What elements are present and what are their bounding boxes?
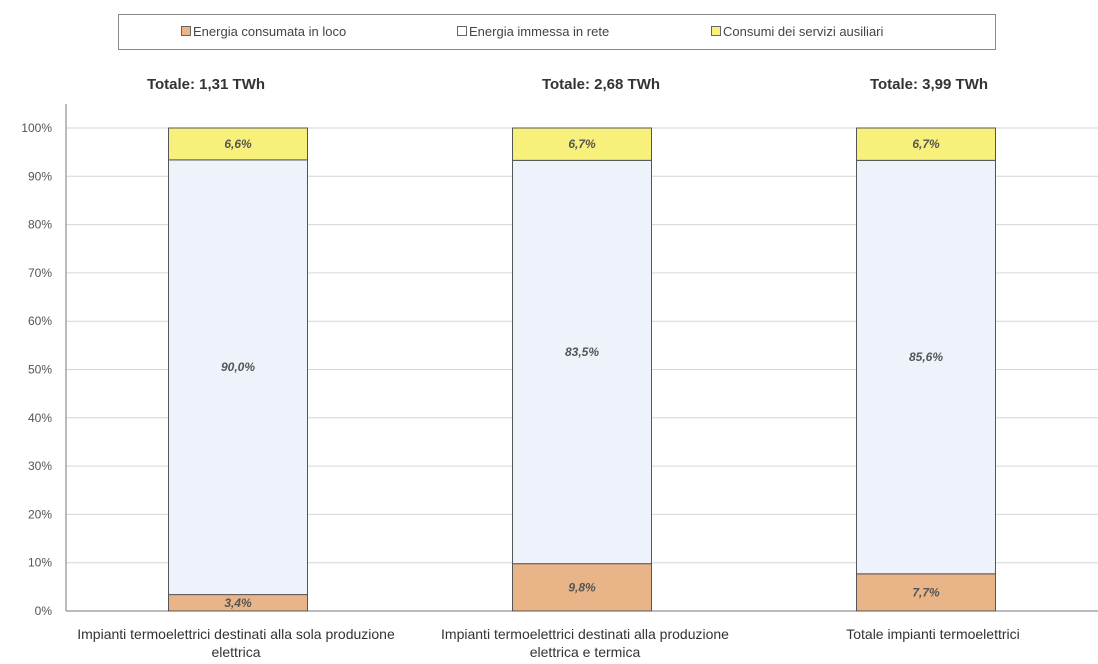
y-tick-label: 90% [28, 169, 52, 183]
bar-segment [856, 159, 996, 575]
data-label: 85,6% [909, 350, 943, 364]
data-label: 90,0% [221, 360, 255, 374]
chart-legend: Energia consumata in loco Energia immess… [118, 14, 996, 50]
data-label: 6,7% [912, 137, 940, 151]
category-label-1: Impianti termoelettrici destinati alla s… [77, 626, 395, 660]
y-tick-label: 80% [28, 218, 52, 232]
legend-swatch-consumata [181, 26, 191, 36]
legend-item-consumata: Energia consumata in loco [181, 24, 346, 39]
legend-label-consumata: Energia consumata in loco [193, 24, 347, 39]
y-tick-label: 20% [28, 507, 52, 521]
data-label: 6,7% [568, 137, 596, 151]
y-tick-label: 30% [28, 459, 52, 473]
legend-item-immessa: Energia immessa in rete [457, 24, 609, 39]
category-label-2: Impianti termoelettrici destinati alla p… [441, 626, 729, 660]
category-label-3: Totale impianti termoelettrici [846, 626, 1020, 642]
y-tick-label: 70% [28, 266, 52, 280]
y-tick-label: 10% [28, 556, 52, 570]
y-tick-label: 100% [21, 121, 52, 135]
data-label: 83,5% [565, 345, 599, 359]
legend-swatch-ausiliari [711, 26, 721, 36]
bar-segment [856, 127, 996, 161]
data-label: 7,7% [912, 585, 940, 599]
y-tick-label: 50% [28, 363, 52, 377]
bar-segment [856, 573, 996, 612]
data-label: 6,6% [224, 137, 252, 151]
y-tick-label: 0% [35, 604, 53, 618]
y-tick-label: 40% [28, 411, 52, 425]
legend-item-ausiliari: Consumi dei servizi ausiliari [711, 24, 883, 39]
total-label-3: Totale: 3,99 TWh [869, 76, 989, 93]
data-label: 9,8% [568, 580, 596, 594]
data-label: 3,4% [224, 596, 252, 610]
bar-segment [512, 563, 652, 612]
bar-segment [168, 127, 308, 161]
legend-label-immessa: Energia immessa in rete [469, 24, 610, 39]
bar-segment [512, 159, 652, 565]
legend-swatch-immessa [457, 26, 467, 36]
bar-segment [168, 159, 308, 596]
legend-label-ausiliari: Consumi dei servizi ausiliari [723, 24, 884, 39]
total-label-2: Totale: 2,68 TWh [541, 76, 661, 93]
bar-segment [512, 127, 652, 161]
y-tick-label: 60% [28, 314, 52, 328]
total-label-1: Totale: 1,31 TWh [146, 76, 266, 93]
